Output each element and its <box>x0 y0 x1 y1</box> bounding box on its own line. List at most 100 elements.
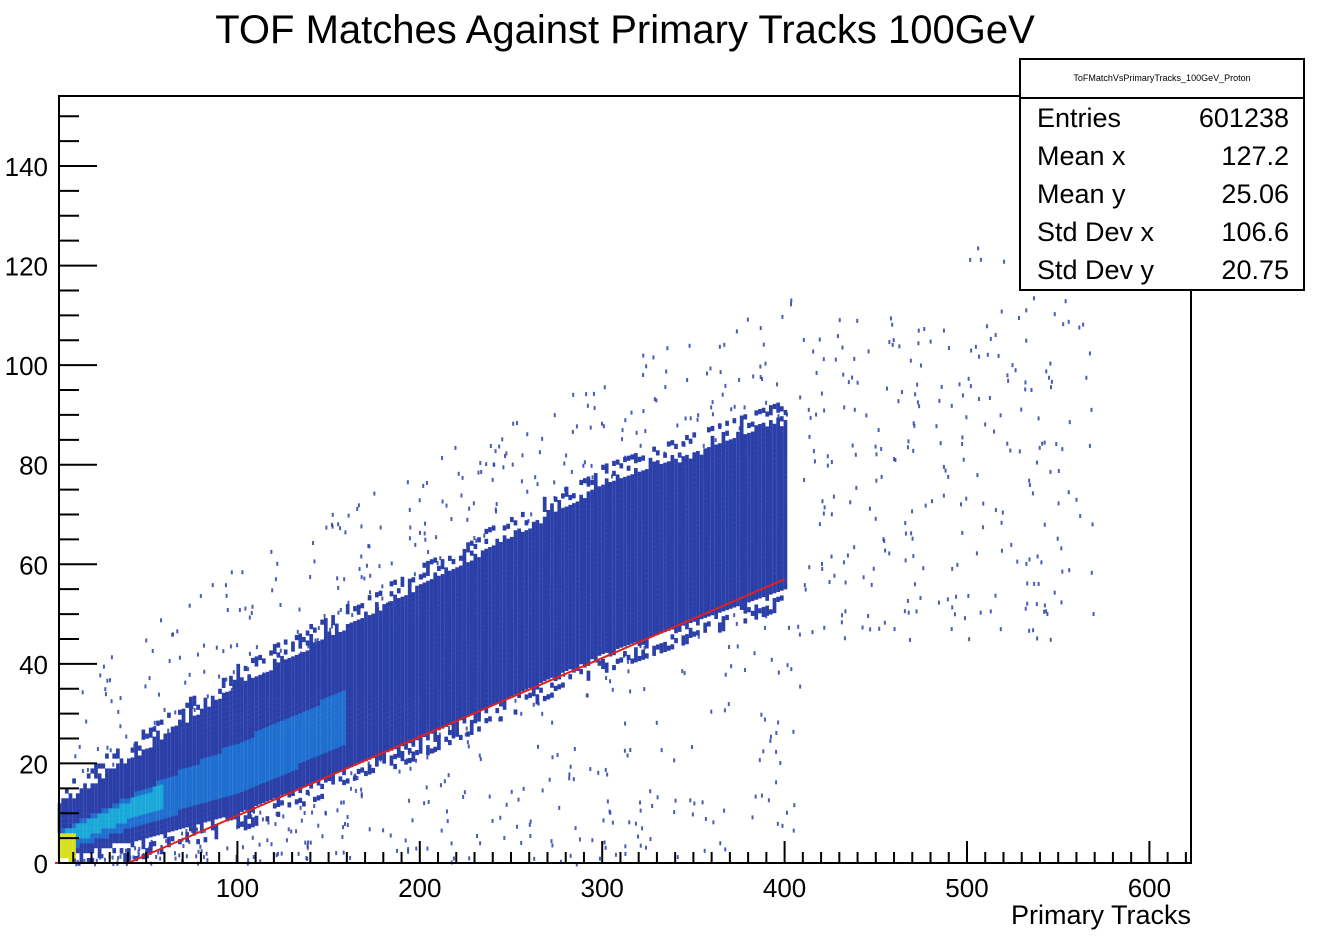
heatmap-cell <box>371 743 376 749</box>
heatmap-cell <box>418 643 423 650</box>
heatmap-cell <box>568 574 573 580</box>
heatmap-cell <box>272 688 277 694</box>
heatmap-cell <box>499 616 503 622</box>
heatmap-cell <box>156 720 160 726</box>
heatmap-cell <box>473 688 478 694</box>
heatmap-cell <box>342 695 346 701</box>
heatmap-cell <box>229 675 233 682</box>
heatmap-cell <box>167 737 171 743</box>
heatmap-cell <box>608 611 613 617</box>
heatmap-cell <box>207 786 211 792</box>
heatmap-cell <box>360 628 365 634</box>
heatmap-cell <box>152 781 157 787</box>
heatmap-cell <box>612 525 616 531</box>
heatmap-cell <box>568 569 573 575</box>
heatmap-cell <box>112 773 117 779</box>
heatmap-cell <box>218 688 222 694</box>
heatmap-cell <box>666 610 671 616</box>
heatmap-cell <box>539 563 543 569</box>
heatmap-cell <box>520 636 525 642</box>
heatmap-cell <box>156 830 160 836</box>
heatmap-cell <box>444 696 449 703</box>
heatmap-cell <box>148 727 153 733</box>
heatmap-cell <box>302 781 306 787</box>
heatmap-cell <box>323 667 328 674</box>
heatmap-cell <box>378 590 383 596</box>
heatmap-cell <box>400 596 405 602</box>
heatmap-cell <box>659 468 664 475</box>
heatmap-cell <box>385 692 390 698</box>
heatmap-cell <box>666 570 671 577</box>
heatmap-cell <box>137 820 142 826</box>
heatmap-cell <box>148 752 153 758</box>
heatmap-cell <box>659 573 664 579</box>
heatmap-cell <box>447 590 452 596</box>
heatmap-cell <box>634 637 638 643</box>
heatmap-cell <box>68 858 73 864</box>
heatmap-cell <box>663 621 667 628</box>
heatmap-cell <box>221 752 226 758</box>
heatmap-cell <box>123 853 128 859</box>
heatmap-cell <box>411 622 416 628</box>
heatmap-cell <box>491 684 496 690</box>
heatmap-cell <box>371 747 376 754</box>
heatmap-cell <box>188 751 193 757</box>
heatmap-cell <box>579 564 584 570</box>
heatmap-cell <box>225 816 230 822</box>
heatmap-cell <box>648 572 653 578</box>
heatmap-cell <box>531 671 536 677</box>
heatmap-cell <box>550 587 554 594</box>
heatmap-cell <box>240 707 244 713</box>
heatmap-cell <box>491 679 496 685</box>
heatmap-cell <box>575 620 580 627</box>
heatmap-cell <box>557 524 562 531</box>
heatmap-cell <box>385 647 390 653</box>
heatmap-cell <box>615 484 620 490</box>
heatmap-cell <box>323 672 328 679</box>
heatmap-cell <box>159 809 164 815</box>
heatmap-cell <box>320 704 325 710</box>
heatmap-cell <box>564 516 569 522</box>
heatmap-cell <box>644 608 649 614</box>
heatmap-cell <box>371 653 376 659</box>
heatmap-cell <box>447 555 452 561</box>
heatmap-cell <box>499 621 503 627</box>
heatmap-cell <box>644 508 649 515</box>
heatmap-cell <box>86 828 91 834</box>
heatmap-cell <box>426 715 430 721</box>
heatmap-cell <box>134 781 138 787</box>
heatmap-cell <box>499 686 503 692</box>
heatmap-cell <box>375 751 379 757</box>
heatmap-cell <box>163 813 168 819</box>
heatmap-cell <box>356 699 361 705</box>
heatmap-cell <box>345 658 350 665</box>
heatmap-cell <box>597 585 602 592</box>
heatmap-cell <box>615 618 620 625</box>
heatmap-cell <box>586 566 591 572</box>
heatmap-cell <box>469 600 474 606</box>
heatmap-cell <box>619 522 624 529</box>
heatmap-cell <box>568 594 573 600</box>
heatmap-cell <box>283 773 288 780</box>
heatmap-cell <box>280 740 284 746</box>
heatmap-cell <box>272 788 277 794</box>
heatmap-cell <box>283 744 288 750</box>
heatmap-cell <box>313 647 317 653</box>
heatmap-cell <box>666 516 671 522</box>
heatmap-cell <box>561 632 565 638</box>
heatmap-cell <box>236 783 241 789</box>
heatmap-cell <box>105 783 109 789</box>
heatmap-cell <box>429 748 434 754</box>
heatmap-cell <box>502 699 507 705</box>
heatmap-cell <box>418 743 423 749</box>
heatmap-cell <box>604 637 609 643</box>
heatmap-cell <box>232 754 237 760</box>
heatmap-cell <box>137 770 142 776</box>
heatmap-cell <box>254 790 259 797</box>
heatmap-cell <box>553 516 558 522</box>
heatmap-cell <box>477 537 481 543</box>
heatmap-cell <box>411 631 416 638</box>
heatmap-cell <box>604 582 609 589</box>
heatmap-cell <box>510 566 514 572</box>
heatmap-cell <box>334 673 339 679</box>
